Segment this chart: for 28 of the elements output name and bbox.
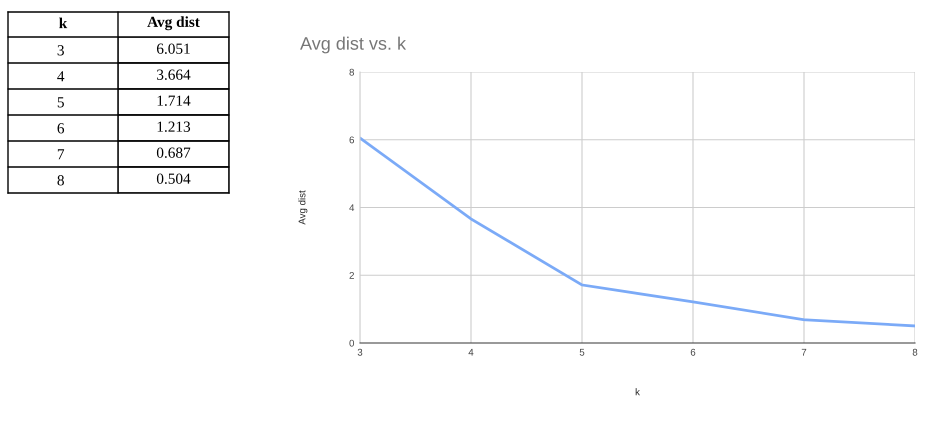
data-label: 3.664 [157,70,190,80]
data-label: 0.504 [156,174,190,184]
x-axis-title: k [636,388,640,396]
y-tick-label: 8 [349,68,354,76]
chart-title: Avg dist vs. k [300,36,406,54]
y-tick-label: 0 [349,340,354,347]
y-tick-label: 5 [58,97,64,108]
y-tick-label: 6 [58,123,64,134]
y-tick-label: 4 [57,71,64,82]
y-tick-label: 7 [58,149,64,160]
y-tick-label: 4 [349,204,354,212]
data-label: 1.714 [158,96,190,106]
data-label: 0.687 [156,148,190,158]
y-tick-label: 3 [58,45,64,56]
line-series [360,136,915,328]
y-tick-label: 6 [350,136,354,144]
data-label: 1.213 [158,122,190,132]
x-tick-label: 3 [358,348,362,356]
y-tick-label: 2 [350,272,354,279]
data-label: 6.051 [156,44,190,54]
x-tick-label: 4 [468,348,474,356]
y-axis-title: k [59,18,68,28]
x-tick-label: 8 [912,348,918,356]
x-tick-label: 5 [580,348,584,356]
x-tick-label: 6 [690,348,696,356]
y-axis-title: Avg dist [298,190,308,225]
x-tick-label: 7 [802,348,806,356]
y-tick-label: 8 [57,175,64,186]
